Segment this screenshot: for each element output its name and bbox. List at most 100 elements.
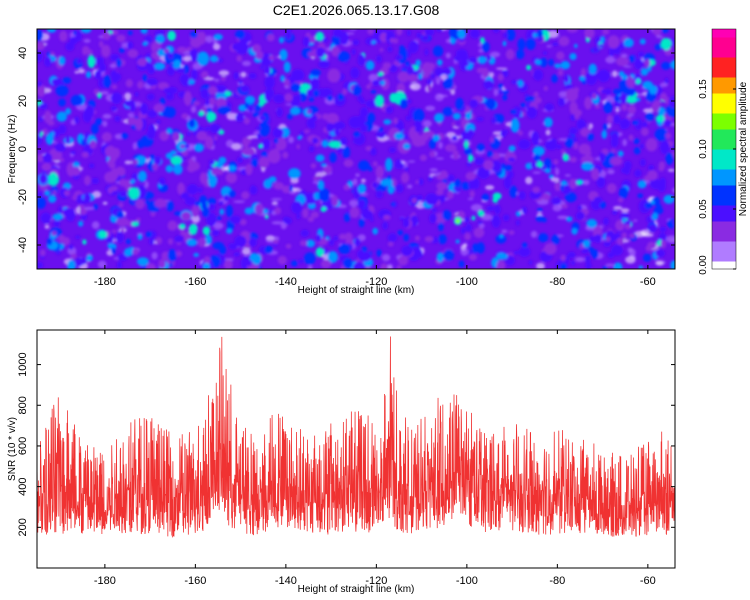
spectrogram-cell	[419, 154, 427, 162]
spectrogram-cell	[189, 49, 196, 57]
spectrogram-cell	[186, 238, 198, 247]
spectrogram-cell	[135, 198, 145, 210]
spectrogram-cell	[190, 31, 198, 39]
spectrogram-cell	[548, 174, 554, 179]
spectrogram-cell	[119, 190, 127, 197]
spectrogram-cell	[357, 114, 366, 126]
spectrogram-cell	[67, 213, 75, 222]
spectrogram-cell	[51, 78, 63, 86]
spectrogram-cell	[670, 260, 675, 269]
spectrogram-cell	[235, 114, 241, 121]
spectrogram-cell	[258, 143, 263, 149]
spectrogram-cell	[159, 130, 170, 142]
spectrogram-cell	[575, 211, 585, 221]
spectrogram-low-cell	[78, 68, 85, 74]
spectrogram-cell	[670, 59, 675, 70]
spectrogram-cell	[234, 235, 247, 248]
spectrogram-blobs	[37, 29, 675, 269]
spectrogram-cell	[198, 186, 203, 194]
colorbar-band	[712, 161, 736, 166]
spectrogram-cell	[543, 86, 549, 92]
spectrogram-cell	[153, 62, 166, 71]
spectrogram-y-label: Frequency (Hz)	[7, 115, 18, 184]
spectrogram-cell	[236, 156, 244, 164]
spectrogram-cell	[408, 40, 419, 54]
spectrogram-cell	[496, 252, 508, 260]
spectrogram-cell	[245, 163, 253, 176]
spectrogram-cell	[290, 102, 296, 106]
snr-y-tick-label: 800	[17, 396, 29, 414]
spectrogram-cell	[387, 45, 393, 53]
spectrogram-cell	[415, 138, 427, 147]
spectrogram-cell	[207, 86, 218, 95]
spectrogram-cell	[315, 31, 325, 42]
spectrogram-cell	[603, 241, 612, 248]
spectrogram-low-cell	[132, 142, 138, 150]
spectrogram-cell	[125, 238, 131, 245]
spectrogram-cell	[397, 71, 410, 83]
spectrogram-cell	[321, 139, 329, 148]
spectrogram-cell	[338, 233, 347, 240]
spectrogram-low-cell	[368, 73, 378, 82]
colorbar-band	[712, 261, 736, 266]
spectrogram-cell	[483, 159, 494, 171]
spectrogram-cell	[110, 168, 120, 179]
spectrogram-cell	[476, 116, 484, 122]
spectrogram-cell	[342, 88, 348, 95]
spectrogram-cell	[505, 48, 515, 60]
spectrogram-cell	[127, 186, 140, 200]
spectrogram-cell	[438, 222, 444, 232]
spectrogram-cell	[46, 237, 53, 246]
spectrogram-low-cell	[407, 160, 416, 163]
spectrogram-cell	[226, 228, 233, 234]
spectrogram-cell	[380, 178, 393, 187]
spectrogram-cell	[337, 93, 344, 101]
spectrogram-cell	[654, 128, 668, 142]
spectrogram-cell	[117, 253, 128, 262]
spectrogram-low-cell	[205, 35, 213, 44]
spectrogram-cell	[211, 167, 218, 176]
spectrogram-cell	[569, 53, 577, 61]
spectrogram-cell	[266, 33, 275, 42]
spectrogram-cell	[397, 255, 409, 266]
spectrogram-cell	[281, 185, 292, 194]
spectrogram-low-cell	[213, 222, 224, 230]
spectrogram-cell	[403, 143, 411, 150]
spectrogram-cell	[260, 65, 264, 70]
spectrogram-cell	[287, 113, 293, 120]
spectrogram-cell	[432, 45, 444, 57]
spectrogram-cell	[333, 128, 340, 137]
spectrogram-cell	[144, 200, 150, 205]
spectrogram-cell	[665, 152, 674, 165]
spectrogram-cell	[315, 154, 325, 162]
spectrogram-cell	[521, 206, 528, 215]
spectrogram-cell	[232, 43, 242, 51]
spectrogram-cell	[101, 44, 111, 58]
spectrogram-low-cell	[241, 247, 251, 256]
spectrogram-cell	[405, 61, 410, 67]
spectrogram-cell	[159, 97, 166, 106]
spectrogram-cell	[613, 95, 620, 102]
spectrogram-cell	[204, 126, 210, 132]
spectrogram-cell	[125, 79, 133, 88]
spectrogram-cell	[584, 29, 595, 39]
colorbar-band	[712, 257, 736, 262]
spectrogram-cell	[522, 111, 526, 117]
spectrogram-cell	[587, 132, 594, 141]
spectrogram-cell	[352, 39, 360, 46]
spectrogram-cell	[506, 29, 516, 41]
spectrogram-cell	[655, 249, 666, 258]
spectrogram-low-cell	[478, 223, 485, 229]
spectrogram-cell	[47, 194, 57, 203]
spectrogram-cell	[75, 235, 81, 240]
spectrogram-cell	[129, 179, 136, 185]
spectrogram-cell	[327, 251, 338, 263]
colorbar-band	[712, 201, 736, 206]
spectrogram-cell	[502, 214, 510, 222]
spectrogram-cell	[536, 208, 543, 212]
spectrogram-low-cell	[435, 157, 445, 160]
colorbar-band	[712, 85, 736, 90]
colorbar-band	[712, 37, 736, 42]
colorbar-band	[712, 217, 736, 222]
spectrogram-cell	[149, 154, 155, 160]
